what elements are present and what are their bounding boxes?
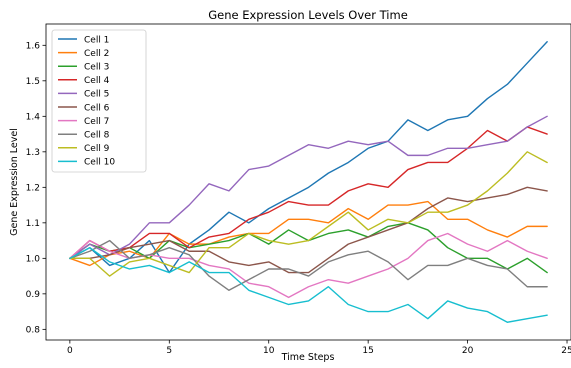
y-tick-label: 1.0 bbox=[26, 255, 41, 265]
legend-label: Cell 7 bbox=[84, 117, 109, 127]
series-line-1 bbox=[69, 41, 548, 274]
x-tick-label: 0 bbox=[67, 346, 73, 356]
legend-label: Cell 6 bbox=[84, 103, 110, 113]
legend-label: Cell 4 bbox=[84, 76, 110, 86]
y-tick-label: 1.6 bbox=[26, 42, 41, 52]
y-tick-label: 1.2 bbox=[26, 184, 40, 194]
y-tick-label: 1.1 bbox=[26, 219, 40, 229]
legend: Cell 1 Cell 2 Cell 3 Cell 4 Cell 5 Cell 6 Cell… bbox=[51, 29, 147, 173]
y-axis-label: Gene Expression Level bbox=[9, 128, 20, 236]
legend-label: Cell 2 bbox=[84, 49, 109, 59]
x-tick-label: 15 bbox=[362, 346, 373, 356]
y-tick-label: 1.5 bbox=[26, 77, 40, 87]
legend-label: Cell 8 bbox=[84, 131, 110, 141]
plot-frame bbox=[45, 23, 571, 341]
y-tick-label: 1.3 bbox=[26, 148, 40, 158]
legend-label: Cell 3 bbox=[84, 63, 109, 73]
legend-label: Cell 1 bbox=[84, 35, 109, 45]
series-line-10 bbox=[69, 246, 548, 323]
series-line-6 bbox=[69, 186, 548, 274]
y-tick-label: 0.8 bbox=[26, 326, 41, 336]
series-line-9 bbox=[69, 151, 548, 277]
x-tick-label: 20 bbox=[462, 346, 474, 356]
x-tick-label: 5 bbox=[166, 346, 172, 356]
x-axis-label: Time Steps bbox=[281, 352, 335, 363]
x-tick-label: 10 bbox=[263, 346, 275, 356]
y-tick-label: 1.4 bbox=[26, 113, 41, 123]
series-layer bbox=[69, 41, 548, 323]
legend-label: Cell 5 bbox=[84, 90, 109, 100]
y-axis: 0.8 0.9 1.0 1.1 1.2 1.3 1.4 1.5 1.6 bbox=[26, 42, 46, 336]
x-axis: 0 5 10 15 20 25 bbox=[67, 340, 571, 356]
series-line-8 bbox=[69, 239, 548, 291]
x-tick-label: 25 bbox=[561, 346, 571, 356]
legend-label: Cell 10 bbox=[84, 158, 115, 168]
y-tick-label: 0.9 bbox=[26, 290, 41, 300]
chart-title: Gene Expression Levels Over Time bbox=[208, 8, 408, 22]
legend-label: Cell 9 bbox=[84, 144, 110, 154]
series-line-5 bbox=[69, 115, 548, 260]
